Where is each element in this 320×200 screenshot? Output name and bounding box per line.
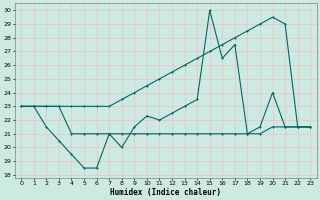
X-axis label: Humidex (Indice chaleur): Humidex (Indice chaleur) — [110, 188, 221, 197]
